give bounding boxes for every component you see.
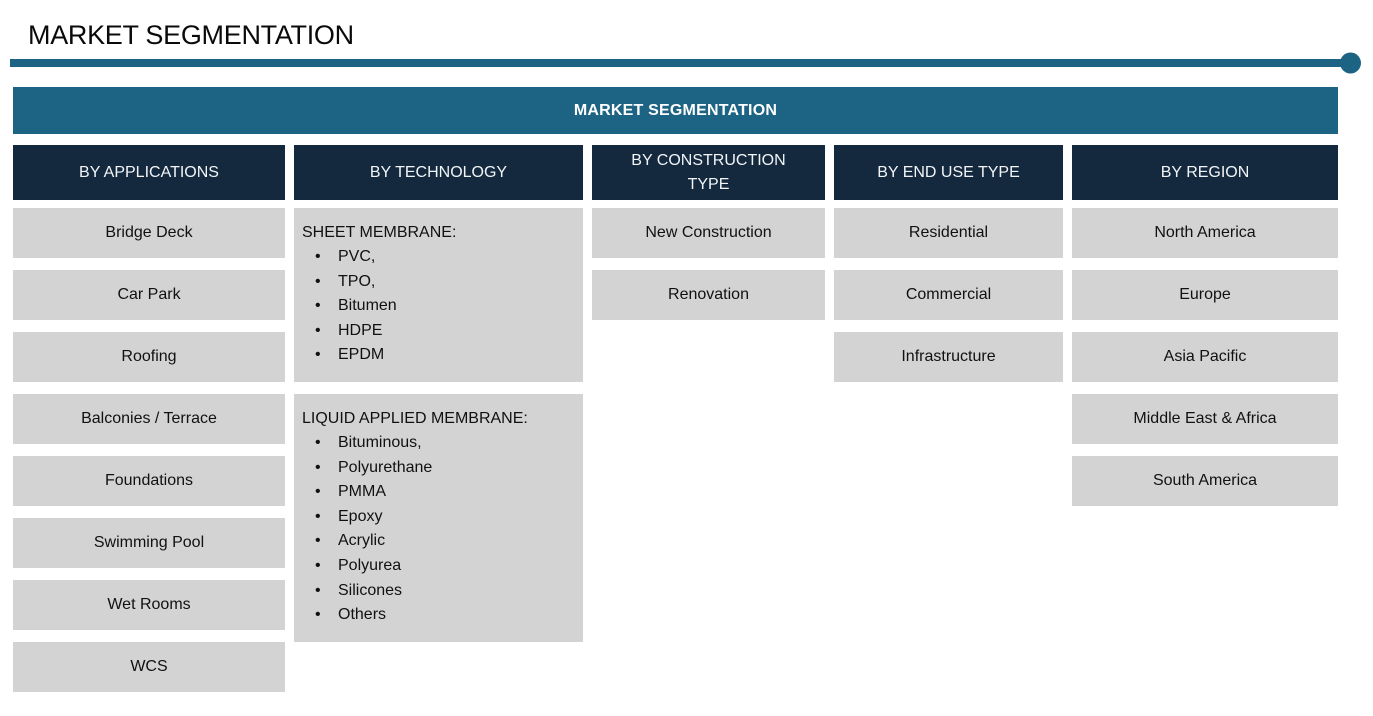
application-item: Foundations bbox=[13, 456, 285, 506]
group-title: SHEET MEMBRANE: bbox=[302, 224, 457, 241]
column-header-by-region: BY REGION bbox=[1072, 145, 1338, 200]
column-header-by-technology: BY TECHNOLOGY bbox=[294, 145, 583, 200]
column-header-by-end-use-type: BY END USE TYPE bbox=[834, 145, 1063, 200]
bullet-item: Others bbox=[302, 603, 575, 628]
bullet-item: PVC, bbox=[302, 245, 575, 270]
bullet-item: PMMA bbox=[302, 480, 575, 505]
application-item: Roofing bbox=[13, 332, 285, 382]
end-use-type-item: Infrastructure bbox=[834, 332, 1063, 382]
bullet-item: Bituminous, bbox=[302, 431, 575, 456]
application-item: Car Park bbox=[13, 270, 285, 320]
region-item: Europe bbox=[1072, 270, 1338, 320]
bullet-item: Polyurea bbox=[302, 554, 575, 579]
bullet-item: EPDM bbox=[302, 343, 575, 368]
column-by-region: BY REGION North America Europe Asia Paci… bbox=[1072, 145, 1338, 518]
application-item: WCS bbox=[13, 642, 285, 692]
title-underline-rule bbox=[10, 52, 1361, 74]
page-title: MARKET SEGMENTATION bbox=[28, 20, 354, 50]
end-use-type-item: Commercial bbox=[834, 270, 1063, 320]
construction-type-item: Renovation bbox=[592, 270, 825, 320]
bullet-item: Epoxy bbox=[302, 505, 575, 530]
column-by-end-use-type: BY END USE TYPE Residential Commercial I… bbox=[834, 145, 1063, 394]
bullet-item: HDPE bbox=[302, 319, 575, 344]
application-item: Balconies / Terrace bbox=[13, 394, 285, 444]
rule-end-dot bbox=[1340, 52, 1361, 74]
group-title: LIQUID APPLIED MEMBRANE: bbox=[302, 409, 528, 427]
bullet-item: TPO, bbox=[302, 270, 575, 295]
segmentation-grid: BY APPLICATIONS Bridge Deck Car Park Roo… bbox=[13, 145, 1338, 704]
column-by-technology: BY TECHNOLOGY SHEET MEMBRANE: PVC, TPO, … bbox=[294, 145, 583, 654]
technology-group-sheet-membrane: SHEET MEMBRANE: PVC, TPO, Bitumen HDPE E… bbox=[294, 208, 583, 382]
column-header-by-applications: BY APPLICATIONS bbox=[13, 145, 285, 200]
region-item: Middle East & Africa bbox=[1072, 394, 1338, 444]
construction-type-item: New Construction bbox=[592, 208, 825, 258]
bullet-item: Acrylic bbox=[302, 529, 575, 554]
column-by-applications: BY APPLICATIONS Bridge Deck Car Park Roo… bbox=[13, 145, 285, 704]
bullet-item: Bitumen bbox=[302, 294, 575, 319]
region-item: South America bbox=[1072, 456, 1338, 506]
region-item: Asia Pacific bbox=[1072, 332, 1338, 382]
column-by-construction-type: BY CONSTRUCTION TYPE New Construction Re… bbox=[592, 145, 825, 332]
application-item: Swimming Pool bbox=[13, 518, 285, 568]
column-header-by-construction-type: BY CONSTRUCTION TYPE bbox=[592, 145, 825, 200]
application-item: Wet Rooms bbox=[13, 580, 285, 630]
bullet-list: PVC, TPO, Bitumen HDPE EPDM bbox=[302, 245, 575, 368]
segmentation-banner: MARKET SEGMENTATION bbox=[13, 87, 1338, 134]
bullet-item: Silicones bbox=[302, 579, 575, 604]
bullet-list: Bituminous, Polyurethane PMMA Epoxy Acry… bbox=[302, 431, 575, 628]
region-item: North America bbox=[1072, 208, 1338, 258]
technology-group-liquid-applied-membrane: LIQUID APPLIED MEMBRANE: Bituminous, Pol… bbox=[294, 393, 583, 642]
bullet-item: Polyurethane bbox=[302, 456, 575, 481]
application-item: Bridge Deck bbox=[13, 208, 285, 258]
end-use-type-item: Residential bbox=[834, 208, 1063, 258]
